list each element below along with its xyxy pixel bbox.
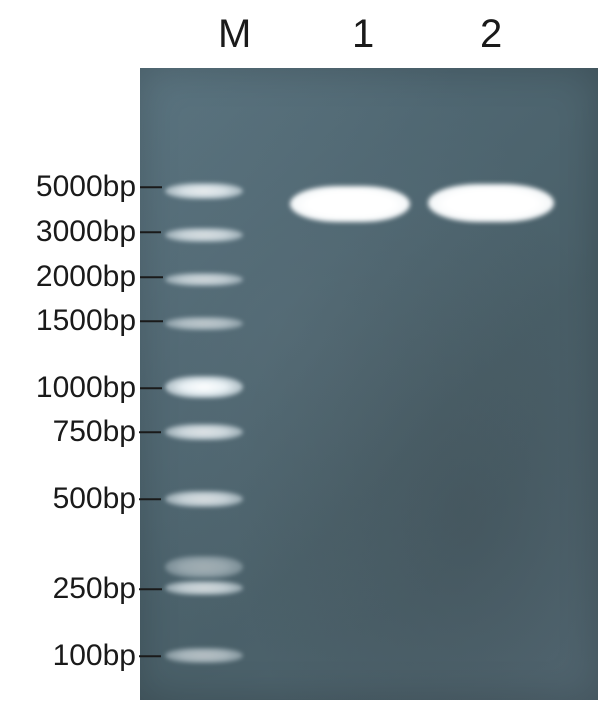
leader-line-750 <box>139 431 161 433</box>
marker-band-3000 <box>165 228 243 242</box>
ladder-label-1000: 1000bp <box>36 371 136 405</box>
marker-band-250 <box>165 581 243 595</box>
ladder-label-3000: 3000bp <box>36 215 136 249</box>
leader-line-500 <box>139 498 161 500</box>
leader-line-1500 <box>140 320 163 322</box>
sample-band-lane1 <box>290 186 410 222</box>
sample-band-lane2 <box>428 184 554 222</box>
ladder-label-2000: 2000bp <box>36 260 136 294</box>
leader-line-5000 <box>140 186 162 188</box>
ladder-label-5000: 5000bp <box>36 170 136 204</box>
marker-band-1000 <box>165 376 243 398</box>
marker-band-100 <box>165 648 243 663</box>
lane-header-marker: M <box>218 12 251 57</box>
marker-band-2000 <box>165 273 243 286</box>
leader-line-1000 <box>140 387 162 389</box>
marker-band-5000 <box>165 183 243 199</box>
ladder-label-250: 250bp <box>53 572 136 606</box>
marker-band-1500 <box>165 317 243 330</box>
leader-line-2000 <box>140 276 163 278</box>
lane-header-2: 2 <box>480 12 502 57</box>
ladder-label-1500: 1500bp <box>36 304 136 338</box>
ladder-label-750: 750bp <box>53 415 136 449</box>
leader-line-100 <box>139 655 161 657</box>
lane-header-1: 1 <box>352 12 374 57</box>
leader-line-250 <box>139 588 162 590</box>
marker-band-smear <box>165 556 243 578</box>
leader-line-3000 <box>140 231 161 233</box>
ladder-label-500: 500bp <box>53 482 136 516</box>
marker-band-500 <box>165 491 243 507</box>
marker-band-750 <box>165 424 243 440</box>
gel-image <box>140 68 598 700</box>
ladder-label-100: 100bp <box>53 639 136 673</box>
